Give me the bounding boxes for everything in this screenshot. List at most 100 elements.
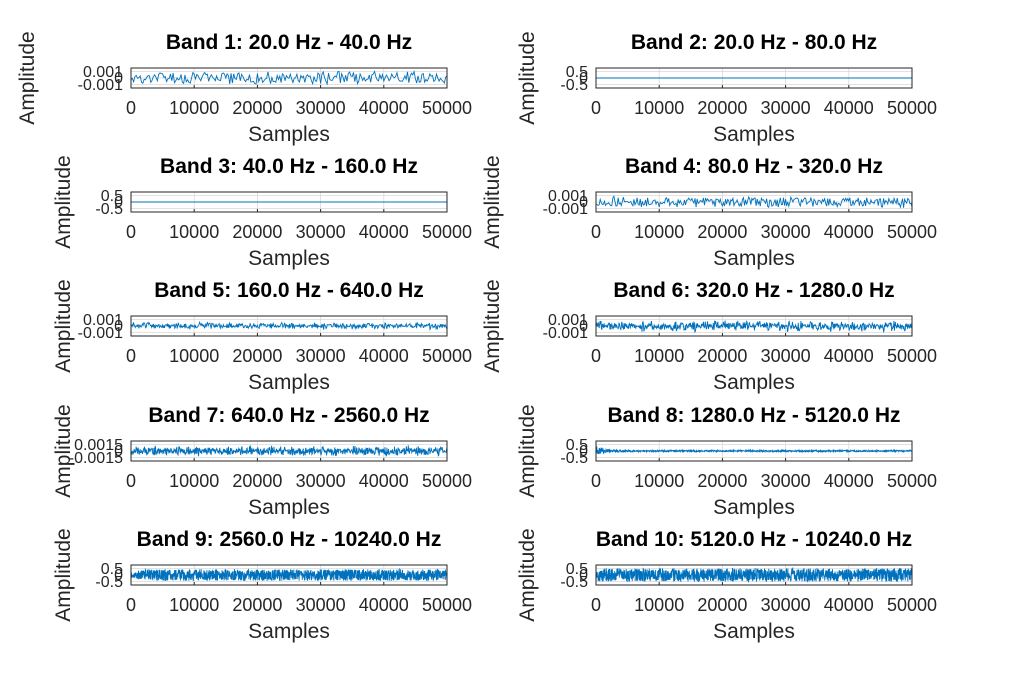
- x-axis-label: Samples: [248, 496, 330, 519]
- y-axis-label: Amplitude: [516, 528, 539, 621]
- subplot-band-1: Band 1: 20.0 Hz - 40.0 Hz 0 10000 20000 3000…: [16, 31, 472, 146]
- x-tick-label: 10000: [169, 222, 219, 242]
- x-tick-label: 10000: [169, 346, 219, 366]
- x-axis-label: Samples: [713, 496, 795, 519]
- y-tick-label: 0: [579, 318, 588, 335]
- signal-line: [595, 566, 913, 583]
- x-tick-label: 30000: [296, 595, 346, 615]
- signal-line: [595, 195, 913, 209]
- x-tick-label: 0: [126, 595, 136, 615]
- x-tick-label: 50000: [422, 98, 472, 118]
- x-tick-label: 0: [591, 595, 601, 615]
- subplot-band-2: Band 2: 20.0 Hz - 80.0 Hz 0 10000 20000 3000…: [516, 31, 937, 146]
- x-tick-label: 30000: [761, 222, 811, 242]
- x-tick-label: 10000: [634, 471, 684, 491]
- x-axis-label: Samples: [248, 123, 330, 146]
- x-tick-label: 0: [591, 98, 601, 118]
- subplot-title: Band 7: 640.0 Hz - 2560.0 Hz: [148, 404, 429, 427]
- x-tick-label: 10000: [169, 471, 219, 491]
- x-tick-label: 20000: [697, 98, 747, 118]
- subplot-title: Band 4: 80.0 Hz - 320.0 Hz: [625, 155, 883, 178]
- y-tick-label: 0.5: [101, 561, 123, 578]
- y-axis-label: Amplitude: [52, 404, 75, 497]
- axes-box: [130, 315, 448, 337]
- subplot-band-6: Band 6: 320.0 Hz - 1280.0 Hz 0 10000 20000 3…: [481, 279, 937, 394]
- axes-box: [595, 191, 913, 213]
- y-axis-label: Amplitude: [481, 279, 504, 372]
- y-axis-label: Amplitude: [52, 155, 75, 248]
- axes-box: [130, 440, 448, 462]
- y-tick-label: 0.001: [83, 312, 123, 329]
- x-tick-label: 30000: [761, 595, 811, 615]
- y-axis-label: Amplitude: [16, 31, 39, 124]
- x-axis-label: Samples: [713, 620, 795, 643]
- x-tick-label: 10000: [634, 346, 684, 366]
- x-tick-label: 40000: [824, 346, 874, 366]
- x-tick-label: 0: [126, 346, 136, 366]
- x-tick-label: 0: [126, 471, 136, 491]
- x-tick-label: 40000: [824, 595, 874, 615]
- x-tick-label: 10000: [169, 98, 219, 118]
- x-tick-label: 40000: [359, 595, 409, 615]
- y-axis-label: Amplitude: [52, 279, 75, 372]
- x-tick-label: 30000: [761, 346, 811, 366]
- y-tick-label: 0.001: [548, 188, 588, 205]
- y-tick-label: 0.5: [566, 561, 588, 578]
- y-tick-label: 0.5: [566, 64, 588, 81]
- signal-line: [130, 567, 448, 582]
- x-tick-label: 50000: [887, 346, 937, 366]
- x-tick-label: 50000: [422, 471, 472, 491]
- x-axis-label: Samples: [713, 247, 795, 270]
- subplot-title: Band 6: 320.0 Hz - 1280.0 Hz: [613, 279, 894, 302]
- x-tick-label: 40000: [359, 98, 409, 118]
- x-tick-label: 40000: [359, 471, 409, 491]
- x-tick-label: 0: [591, 471, 601, 491]
- signal-line: [595, 319, 913, 334]
- x-tick-label: 0: [591, 222, 601, 242]
- y-tick-label: 0: [579, 70, 588, 87]
- y-tick-label: 0: [579, 567, 588, 584]
- y-tick-label: -0.001: [543, 325, 588, 342]
- y-tick-label: 0.5: [566, 437, 588, 454]
- x-tick-label: 50000: [887, 471, 937, 491]
- x-axis-label: Samples: [248, 371, 330, 394]
- axes-box: [130, 67, 448, 89]
- x-tick-label: 50000: [887, 595, 937, 615]
- x-tick-label: 50000: [887, 222, 937, 242]
- x-tick-label: 30000: [761, 471, 811, 491]
- subplot-title: Band 1: 20.0 Hz - 40.0 Hz: [166, 31, 412, 54]
- y-axis-label: Amplitude: [516, 31, 539, 124]
- y-tick-label: 0.0015: [74, 437, 123, 454]
- y-tick-label: -0.0015: [69, 450, 123, 467]
- axes-box: [595, 315, 913, 337]
- x-tick-label: 40000: [824, 222, 874, 242]
- axes-box: [130, 564, 448, 586]
- x-tick-label: 0: [126, 98, 136, 118]
- x-tick-label: 50000: [422, 595, 472, 615]
- subplot-title: Band 5: 160.0 Hz - 640.0 Hz: [154, 279, 424, 302]
- y-tick-label: 0.001: [548, 312, 588, 329]
- axes-box: [595, 67, 913, 89]
- y-tick-label: -0.001: [78, 325, 123, 342]
- x-tick-label: 40000: [824, 98, 874, 118]
- y-tick-label: 0: [114, 70, 123, 87]
- x-axis-label: Samples: [713, 371, 795, 394]
- x-tick-label: 50000: [887, 98, 937, 118]
- subplot-band-7: Band 7: 640.0 Hz - 2560.0 Hz 0 10000 20000 3…: [52, 404, 472, 519]
- x-tick-label: 20000: [697, 595, 747, 615]
- subplot-title: Band 8: 1280.0 Hz - 5120.0 Hz: [608, 404, 901, 427]
- x-tick-label: 40000: [359, 346, 409, 366]
- x-tick-label: 20000: [232, 595, 282, 615]
- x-tick-label: 20000: [232, 471, 282, 491]
- subplot-band-5: Band 5: 160.0 Hz - 640.0 Hz 0 10000 20000 30…: [52, 279, 472, 394]
- x-tick-label: 0: [591, 346, 601, 366]
- x-tick-label: 10000: [634, 98, 684, 118]
- y-tick-label: -0.5: [560, 574, 588, 591]
- x-tick-label: 20000: [697, 222, 747, 242]
- x-tick-label: 20000: [232, 222, 282, 242]
- x-axis-label: Samples: [248, 620, 330, 643]
- subplot-band-10: Band 10: 5120.0 Hz - 10240.0 Hz 0 10000 200…: [516, 528, 937, 643]
- y-axis-label: Amplitude: [516, 404, 539, 497]
- y-tick-label: -0.001: [543, 201, 588, 218]
